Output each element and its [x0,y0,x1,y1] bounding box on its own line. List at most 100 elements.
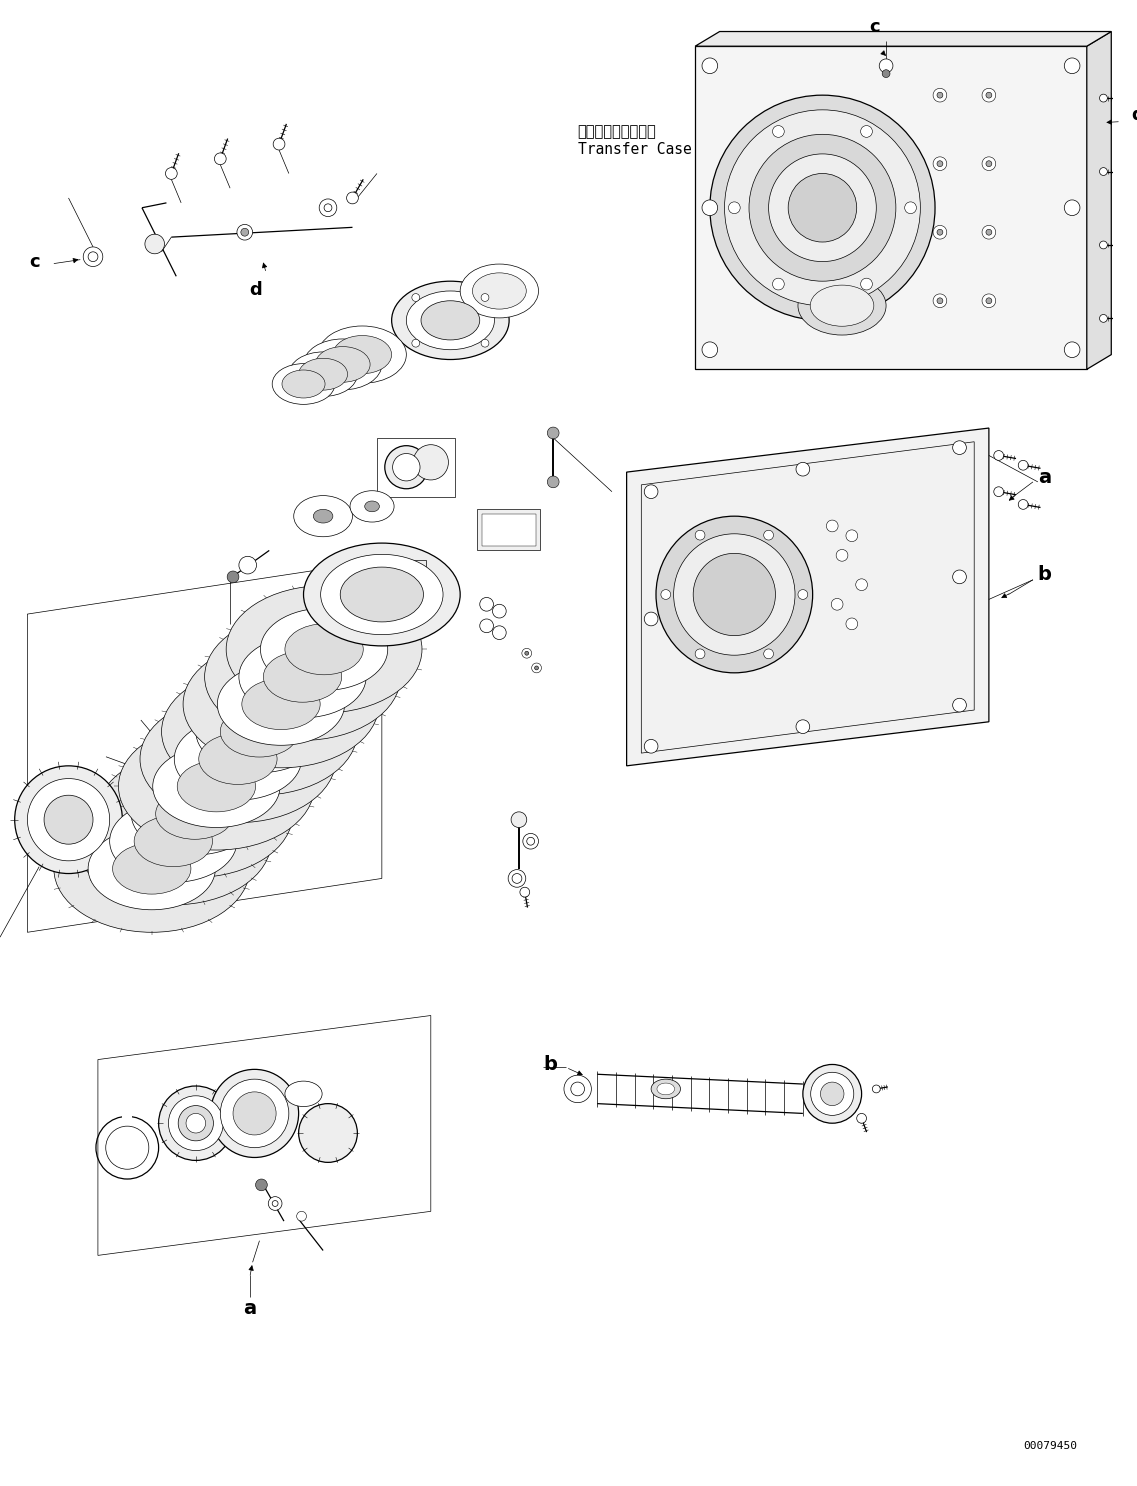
Circle shape [571,1082,584,1095]
Ellipse shape [406,291,495,349]
Text: b: b [1038,565,1052,584]
Circle shape [933,226,947,239]
Ellipse shape [239,636,366,718]
Circle shape [982,294,996,308]
Circle shape [227,571,239,583]
Circle shape [772,278,785,290]
Circle shape [547,426,559,438]
Circle shape [272,1201,279,1207]
Ellipse shape [140,695,335,823]
Circle shape [986,160,991,166]
Circle shape [937,92,943,98]
Ellipse shape [264,651,342,703]
Circle shape [186,1113,206,1132]
Ellipse shape [205,614,400,740]
Circle shape [526,837,534,846]
Ellipse shape [272,364,335,404]
Ellipse shape [282,370,325,398]
Circle shape [83,247,102,266]
Circle shape [525,651,529,655]
Circle shape [702,201,717,215]
Circle shape [861,126,872,137]
Circle shape [764,531,773,539]
Ellipse shape [221,706,299,756]
Circle shape [413,444,448,480]
Circle shape [27,779,109,860]
Circle shape [159,1086,233,1161]
Bar [695,46,1087,370]
Text: b: b [543,1055,557,1074]
Circle shape [481,294,489,302]
Circle shape [645,740,658,753]
Circle shape [512,874,522,883]
Circle shape [879,59,893,73]
Ellipse shape [315,346,371,382]
Ellipse shape [75,777,272,905]
Circle shape [532,663,541,673]
Circle shape [656,516,813,673]
Ellipse shape [289,352,357,397]
Circle shape [1099,241,1107,248]
Circle shape [694,553,775,636]
Circle shape [179,1106,214,1141]
Circle shape [645,484,658,498]
Circle shape [547,476,559,487]
Circle shape [729,202,740,214]
Ellipse shape [89,828,215,909]
Ellipse shape [299,358,348,391]
Circle shape [1099,168,1107,175]
Circle shape [872,1085,880,1092]
Circle shape [882,70,890,77]
Ellipse shape [350,490,395,522]
Text: a: a [243,1299,256,1318]
Circle shape [933,294,947,308]
Circle shape [986,297,991,303]
Circle shape [695,531,705,539]
Circle shape [661,590,671,599]
Circle shape [673,533,795,655]
Ellipse shape [196,691,323,773]
Ellipse shape [285,1082,322,1107]
Circle shape [236,224,252,241]
Circle shape [982,226,996,239]
Text: c: c [869,18,880,37]
Circle shape [241,229,249,236]
Circle shape [769,155,877,262]
Ellipse shape [285,624,363,675]
Circle shape [233,1092,276,1135]
Circle shape [522,648,532,658]
Circle shape [709,95,935,321]
Ellipse shape [217,663,345,746]
Circle shape [798,590,807,599]
Text: d: d [1131,106,1137,123]
Circle shape [239,556,257,574]
Circle shape [1064,58,1080,74]
Circle shape [994,450,1004,461]
Ellipse shape [226,585,422,713]
Ellipse shape [333,336,391,373]
Circle shape [168,1095,223,1150]
Circle shape [846,618,857,630]
Polygon shape [626,428,989,765]
Ellipse shape [97,750,292,877]
Circle shape [788,174,856,242]
Circle shape [811,1073,854,1116]
Circle shape [695,649,705,658]
Circle shape [764,649,773,658]
Circle shape [953,441,966,455]
Circle shape [412,294,420,302]
Circle shape [273,138,285,150]
Circle shape [256,1178,267,1190]
Ellipse shape [242,679,321,730]
Circle shape [846,531,857,541]
Circle shape [1099,315,1107,322]
Bar [482,514,536,545]
Circle shape [268,1196,282,1211]
Ellipse shape [340,568,423,623]
Circle shape [534,666,539,670]
Ellipse shape [318,325,406,383]
Circle shape [933,88,947,103]
Ellipse shape [131,773,258,854]
Circle shape [836,550,848,562]
Circle shape [982,158,996,171]
